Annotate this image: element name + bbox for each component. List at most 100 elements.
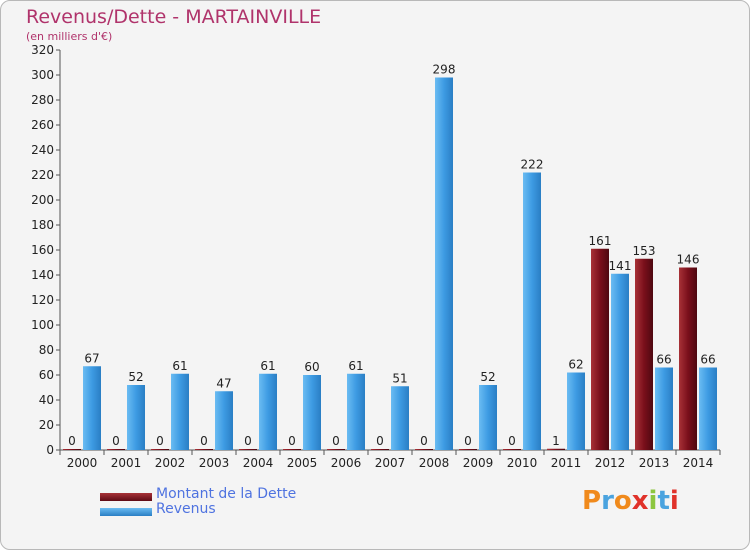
- bar-revenus: [611, 273, 629, 450]
- proxiti-logo: Proxiti: [582, 486, 679, 516]
- y-tick-label: 100: [31, 318, 54, 332]
- data-label-revenus: 61: [260, 359, 275, 373]
- x-tick-label: 2010: [507, 456, 538, 470]
- y-tick-label: 260: [31, 118, 54, 132]
- data-label-revenus: 67: [84, 351, 99, 365]
- y-tick-label: 240: [31, 143, 54, 157]
- x-tick-label: 2003: [199, 456, 230, 470]
- data-label-revenus: 51: [392, 371, 407, 385]
- legend-label-revenus: Revenus: [156, 501, 216, 517]
- data-label-dette: 0: [508, 434, 516, 448]
- x-tick-label: 2001: [111, 456, 142, 470]
- data-label-dette: 0: [244, 434, 252, 448]
- bar-dette: [679, 267, 697, 450]
- data-label-dette: 0: [376, 434, 384, 448]
- x-tick-label: 2002: [155, 456, 186, 470]
- data-label-revenus: 222: [521, 158, 544, 172]
- bar-revenus: [83, 366, 101, 450]
- legend-label-dette: Montant de la Dette: [156, 486, 297, 502]
- proxiti-logo-letter: t: [657, 486, 670, 516]
- chart-bars: [63, 77, 717, 450]
- y-tick-label: 160: [31, 243, 54, 257]
- data-label-dette: 0: [68, 434, 76, 448]
- bar-revenus: [303, 375, 321, 450]
- bar-dette: [415, 449, 433, 450]
- x-tick-label: 2009: [463, 456, 494, 470]
- bar-revenus: [523, 172, 541, 450]
- bar-dette: [107, 449, 125, 450]
- bar-dette: [635, 258, 653, 450]
- y-tick-label: 80: [39, 343, 54, 357]
- x-tick-label: 2004: [243, 456, 274, 470]
- chart-axes: 0 20 40 60 80 100 1 2014 0 160 180 200 220 240 260 280 3…: [31, 43, 721, 470]
- bar-revenus: [435, 77, 453, 450]
- bar-dette: [327, 449, 345, 450]
- data-label-dette: 0: [288, 434, 296, 448]
- y-tick-label: 40: [39, 393, 54, 407]
- data-label-dette: 153: [633, 244, 656, 258]
- bar-revenus: [479, 385, 497, 450]
- x-tick-label: 2013: [639, 456, 670, 470]
- chart-data-labels: 0 67 0 52 0 61 0 47 0 61 0 60 0 61 0 51 0 298 0 52 0 222 1 62 16…: [68, 63, 715, 449]
- y-tick-label: 60: [39, 368, 54, 382]
- x-tick-label: 2000: [67, 456, 98, 470]
- bar-dette: [195, 449, 213, 450]
- bar-dette: [547, 448, 565, 450]
- chart-title: Revenus/Dette - MARTAINVILLE: [26, 6, 322, 28]
- bar-revenus: [259, 373, 277, 450]
- data-label-dette: 0: [332, 434, 340, 448]
- data-label-revenus: 60: [304, 360, 319, 374]
- data-label-revenus: 66: [700, 353, 715, 367]
- data-label-revenus: 47: [216, 376, 231, 390]
- chart-subtitle: (en milliers d'€): [26, 30, 113, 43]
- data-label-revenus: 61: [348, 359, 363, 373]
- proxiti-logo-letter: o: [613, 486, 632, 516]
- data-label-revenus: 61: [172, 359, 187, 373]
- data-label-dette: 0: [200, 434, 208, 448]
- data-label-dette: 1: [552, 434, 560, 448]
- data-label-revenus: 62: [568, 358, 583, 372]
- proxiti-logo-letter: x: [631, 486, 649, 516]
- data-label-dette: 161: [589, 234, 612, 248]
- y-tick-label: 180: [31, 218, 54, 232]
- y-tick-label: 20: [39, 418, 54, 432]
- y-tick-label: 300: [31, 68, 54, 82]
- bar-dette: [371, 449, 389, 450]
- data-label-revenus: 52: [128, 370, 143, 384]
- bar-revenus: [655, 367, 673, 450]
- data-label-revenus: 298: [433, 63, 456, 77]
- x-tick-label: 2005: [287, 456, 318, 470]
- data-label-dette: 0: [464, 434, 472, 448]
- x-tick-label: 2006: [331, 456, 362, 470]
- x-tick-label: 2012: [595, 456, 626, 470]
- bar-dette: [459, 449, 477, 450]
- data-label-dette: 0: [112, 434, 120, 448]
- x-tick-label: 2014: [683, 456, 714, 470]
- data-label-dette: 0: [156, 434, 164, 448]
- x-tick-label: 2011: [551, 456, 582, 470]
- bar-dette: [63, 449, 81, 450]
- legend-swatch-revenus: [100, 508, 152, 516]
- bar-dette: [283, 449, 301, 450]
- y-tick-label: 0: [46, 443, 54, 457]
- bar-revenus: [567, 372, 585, 450]
- bar-dette: [591, 248, 609, 450]
- data-label-revenus: 141: [609, 259, 632, 273]
- bar-dette: [239, 449, 257, 450]
- bar-revenus: [215, 391, 233, 450]
- bar-revenus: [347, 373, 365, 450]
- proxiti-logo-letter: r: [601, 486, 614, 516]
- bar-revenus: [699, 367, 717, 450]
- data-label-revenus: 52: [480, 370, 495, 384]
- data-label-revenus: 66: [656, 353, 671, 367]
- bar-revenus: [171, 373, 189, 450]
- y-tick-label: 220: [31, 168, 54, 182]
- proxiti-logo-letter: i: [648, 486, 658, 516]
- data-label-dette: 146: [677, 253, 700, 267]
- y-tick-label: 140: [31, 268, 54, 282]
- y-tick-label: 200: [31, 193, 54, 207]
- y-tick-label: 280: [31, 93, 54, 107]
- x-tick-label: 2007: [375, 456, 406, 470]
- bar-dette: [503, 449, 521, 450]
